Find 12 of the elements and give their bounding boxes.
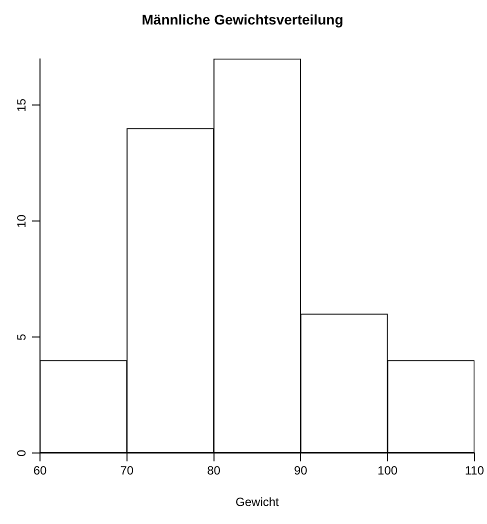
- x-tick-label: 60: [33, 464, 47, 478]
- x-tick-label: 100: [378, 464, 398, 478]
- y-tick-label: 5: [14, 334, 28, 341]
- x-tick-label: 70: [120, 464, 134, 478]
- x-tick-label: 110: [464, 464, 484, 478]
- x-axis-title: Gewicht: [236, 495, 280, 510]
- y-tick-label: 15: [14, 98, 28, 112]
- x-tick-label: 90: [294, 464, 308, 478]
- x-tick-label: 80: [207, 464, 221, 478]
- y-tick-label: 10: [14, 214, 28, 228]
- chart-title: Männliche Gewichtsverteilung: [142, 11, 344, 28]
- y-tick-label: 0: [14, 450, 28, 457]
